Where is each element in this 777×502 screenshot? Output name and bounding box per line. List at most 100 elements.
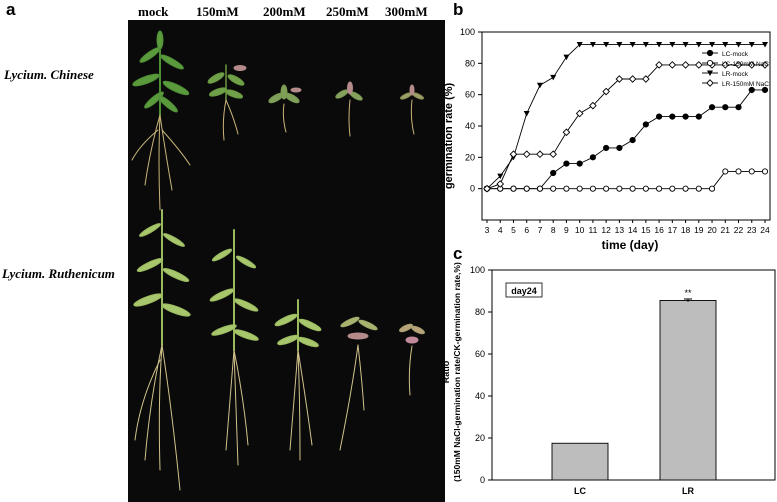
b-data-point [616, 144, 623, 152]
b-series-lr-mock [484, 42, 768, 192]
column-header-250mM: 250mM [326, 4, 369, 19]
b-data-point [563, 160, 570, 167]
c-significance-mark: ** [684, 288, 692, 298]
b-data-point [616, 42, 623, 48]
b-data-point [668, 61, 677, 69]
b-data-point [655, 113, 663, 120]
b-x-tick-label: 21 [721, 225, 731, 235]
lc-150mM-plant [207, 64, 247, 101]
b-y-tick-label: 100 [460, 27, 475, 37]
b-legend-marker [706, 59, 714, 67]
c-plot-frame [491, 269, 776, 481]
c-y-tick-label: 20 [475, 433, 485, 443]
b-data-point [550, 74, 557, 81]
lr-300mM-roots [408, 345, 413, 396]
panel-b-label: b [453, 0, 464, 19]
b-x-tick-label: 14 [628, 225, 638, 235]
b-series-line [486, 44, 765, 189]
lr-150mM-plant [209, 229, 259, 351]
b-data-point [575, 109, 584, 118]
b-data-point [642, 75, 650, 83]
column-header-300mM: 300mM [385, 4, 428, 19]
b-data-point [589, 101, 597, 110]
b-data-point [656, 185, 663, 192]
c-bar-lc [551, 442, 609, 481]
b-x-tick-label: 20 [707, 225, 717, 235]
b-data-point [748, 168, 755, 175]
lr-300mM-plant [399, 323, 425, 344]
b-data-point [536, 185, 544, 192]
b-data-point [589, 154, 597, 161]
b-y-axis-label: germination rate (%) [443, 82, 455, 189]
b-data-point [615, 75, 624, 83]
lr-mock-plant [133, 209, 191, 346]
b-data-point [761, 168, 769, 175]
b-data-point [549, 150, 558, 159]
b-data-point [563, 54, 570, 61]
b-data-point [483, 184, 491, 193]
lc-150mM-roots [222, 99, 239, 141]
b-data-point [709, 42, 716, 48]
c-y-tick-label: 0 [480, 475, 485, 485]
b-y-tick-label: 60 [465, 90, 475, 100]
lr-plants [133, 209, 425, 491]
b-data-point [550, 185, 557, 192]
b-data-point [669, 42, 676, 48]
b-x-tick-label: 9 [564, 225, 569, 235]
b-data-point [603, 185, 610, 192]
b-data-point [628, 75, 637, 83]
lc-mock-plant [132, 30, 190, 116]
b-data-point [721, 61, 730, 69]
b-x-tick-label: 8 [551, 225, 556, 235]
b-series-lc-mock [483, 86, 769, 192]
b-legend-marker [706, 49, 714, 57]
b-data-point [761, 61, 769, 69]
b-legend-marker [707, 70, 713, 76]
b-data-point [523, 110, 530, 117]
b-data-point [642, 185, 649, 192]
b-data-point [629, 42, 636, 48]
b-series-lr-150mm-nacl [483, 61, 769, 193]
b-data-point [496, 180, 505, 188]
b-data-point [735, 42, 742, 48]
lr-150mM-roots [225, 349, 249, 466]
b-data-point [682, 185, 689, 192]
b-legend-label: LR-150mM NaCl [722, 81, 771, 88]
lc-mock-roots [131, 114, 191, 211]
b-y-tick-label: 40 [465, 121, 475, 131]
row-label-band-top [0, 20, 128, 195]
b-x-tick-label: 10 [575, 225, 585, 235]
column-header-150mM: 150mM [196, 4, 239, 19]
b-data-point [536, 82, 543, 89]
b-legend-label: LR-mock [722, 71, 749, 78]
photo-background [128, 20, 445, 502]
b-data-point [603, 144, 610, 152]
b-data-point [576, 42, 583, 48]
lr-200mM-roots [289, 349, 313, 461]
b-y-tick-label: 20 [465, 152, 475, 162]
lc-200mM-roots [282, 103, 287, 133]
b-data-point [762, 42, 768, 48]
b-x-tick-label: 3 [485, 225, 490, 235]
b-x-axis-label: time (day) [602, 238, 659, 252]
b-data-point [656, 42, 663, 48]
b-data-point [510, 185, 517, 192]
b-x-tick-label: 5 [511, 225, 516, 235]
b-x-tick-label: 13 [615, 225, 625, 235]
b-legend-label: LC-mock [722, 51, 749, 58]
b-data-point [695, 42, 702, 48]
b-x-tick-label: 6 [524, 225, 529, 235]
b-data-point [655, 61, 663, 69]
c-x-tick-label: LR [682, 486, 694, 496]
c-x-tick-label: LC [574, 486, 586, 496]
lc-250mM-roots [348, 99, 351, 137]
b-data-point [695, 185, 702, 192]
b-data-point [509, 150, 518, 159]
b-x-tick-label: 22 [734, 225, 744, 235]
b-y-tick-label: 0 [470, 184, 475, 194]
b-data-point [616, 185, 623, 192]
b-x-tick-label: 19 [694, 225, 704, 235]
c-y-tick-label: 80 [475, 307, 485, 317]
b-series-lc-150mm-nacl [483, 168, 769, 192]
b-x-tick-label: 11 [588, 225, 597, 235]
